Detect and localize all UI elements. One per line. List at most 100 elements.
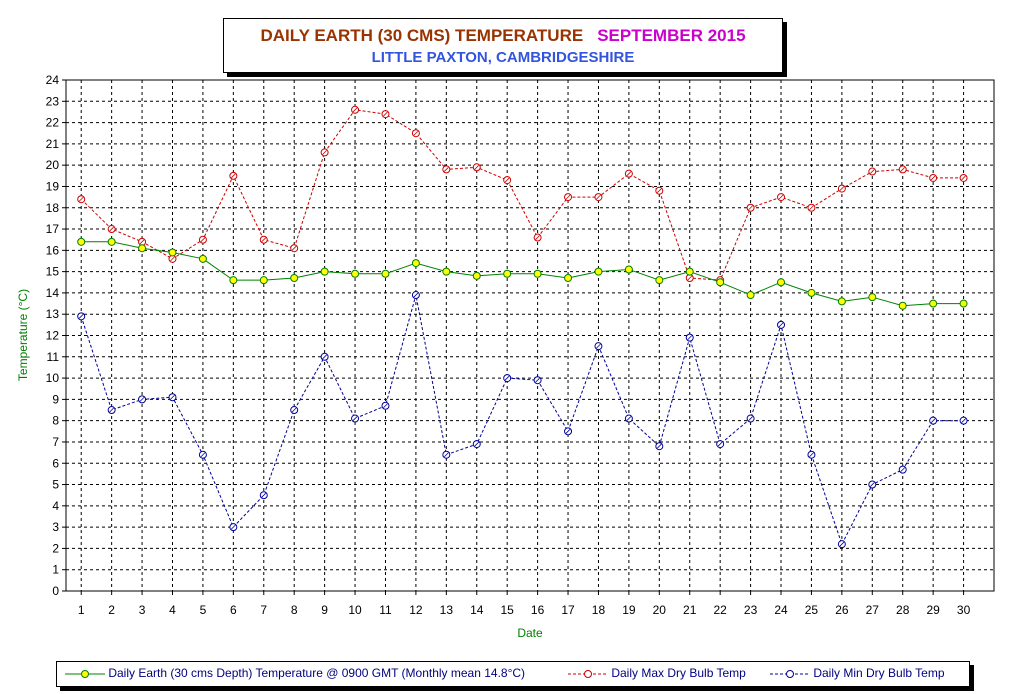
x-tick-label: 4	[169, 603, 176, 617]
point-earth	[411, 259, 420, 268]
legend-item-min: Daily Min Dry Bulb Temp	[770, 666, 945, 680]
point-mark-max	[565, 194, 571, 200]
point-earth	[898, 301, 907, 310]
point-earth	[107, 237, 116, 246]
point-earth	[290, 274, 299, 283]
point-mark-min	[504, 375, 510, 381]
x-tick-label: 5	[200, 603, 207, 617]
point-earth	[533, 269, 542, 278]
y-axis-label: Temperature (°C)	[16, 289, 30, 381]
point-mark-max	[657, 188, 662, 193]
point-mark-max	[413, 130, 419, 136]
y-tick-label: 1	[52, 563, 59, 577]
x-tick-labels: 1 2 3 4 5 6 7 8 9 10 11 12 13 14 15 16 17 18 19 20 21 22 23 24 2…	[78, 591, 971, 617]
point-earth	[351, 269, 360, 278]
y-tick-label: 16	[46, 243, 60, 257]
y-tick-label: 21	[46, 137, 60, 151]
y-tick-label: 15	[46, 265, 60, 279]
point-mark-max	[839, 186, 845, 191]
point-mark-max	[322, 150, 327, 155]
x-tick-label: 9	[321, 603, 328, 617]
point-earth	[594, 267, 603, 276]
point-mark-min	[870, 482, 875, 487]
point-earth	[564, 274, 573, 283]
y-tick-label: 10	[46, 371, 60, 385]
point-mark-min	[170, 394, 175, 400]
x-tick-label: 30	[957, 603, 971, 617]
series-line-min	[80, 294, 964, 546]
point-earth	[259, 276, 268, 285]
legend-label-min: Daily Min Dry Bulb Temp	[813, 666, 945, 680]
y-tick-label: 3	[52, 520, 59, 534]
legend: Daily Earth (30 cms Depth) Temperature @…	[56, 661, 970, 687]
point-mark-max	[687, 275, 693, 281]
point-earth	[746, 291, 755, 300]
x-tick-label: 8	[291, 603, 298, 617]
x-tick-label: 28	[896, 603, 910, 617]
chart-title-box: DAILY EARTH (30 CMS) TEMPERATURE SEPTEMBE…	[223, 18, 783, 73]
y-tick-label: 24	[46, 73, 60, 87]
y-tick-label: 13	[46, 307, 60, 321]
x-tick-label: 12	[409, 603, 423, 617]
point-mark-max	[900, 167, 906, 172]
point-mark-max	[504, 177, 510, 183]
point-earth	[77, 237, 86, 246]
x-tick-label: 11	[379, 603, 392, 617]
chart-title: DAILY EARTH (30 CMS) TEMPERATURE	[260, 26, 584, 45]
x-tick-label: 29	[926, 603, 940, 617]
point-earth	[138, 244, 147, 253]
point-earth	[685, 267, 694, 276]
y-tick-label: 17	[46, 222, 60, 236]
point-mark-min	[78, 314, 84, 319]
series-line-max	[80, 109, 964, 281]
point-mark-max	[139, 239, 145, 245]
point-mark-min	[687, 335, 693, 340]
point-mark-min	[474, 441, 480, 447]
point-mark-max	[78, 196, 84, 202]
point-mark-min	[322, 354, 327, 360]
point-mark-max	[170, 256, 175, 262]
legend-swatch-earth	[65, 669, 105, 678]
point-mark-max	[109, 226, 114, 232]
x-tick-label: 18	[592, 603, 606, 617]
point-mark-min	[261, 492, 267, 498]
point-mark-min	[717, 441, 723, 447]
x-tick-label: 1	[78, 603, 85, 617]
point-mark-max	[444, 167, 449, 172]
point-mark-min	[383, 403, 388, 409]
series-earth	[77, 237, 968, 310]
point-earth	[624, 265, 633, 274]
y-tick-label: 18	[46, 201, 60, 215]
point-earth	[381, 269, 390, 278]
y-tick-label: 8	[52, 414, 59, 428]
point-mark-min	[231, 524, 236, 530]
point-earth	[229, 276, 238, 285]
point-mark-max	[200, 237, 206, 242]
series-min	[77, 291, 968, 549]
y-tick-label: 23	[46, 94, 60, 108]
point-mark-max	[626, 171, 632, 176]
y-tick-label: 2	[52, 541, 59, 555]
point-mark-min	[809, 452, 814, 458]
y-tick-label: 22	[46, 116, 60, 130]
point-mark-max	[352, 107, 358, 113]
point-mark-min	[109, 407, 114, 413]
point-mark-min	[839, 541, 845, 547]
series	[77, 105, 968, 549]
point-mark-min	[565, 429, 571, 434]
point-earth	[837, 297, 846, 306]
point-earth	[959, 299, 968, 308]
y-tick-label: 4	[52, 499, 59, 513]
point-mark-max	[930, 175, 936, 181]
y-tick-label: 6	[52, 456, 59, 470]
point-mark-min	[200, 452, 206, 458]
point-earth	[442, 267, 451, 276]
x-tick-label: 13	[440, 603, 454, 617]
point-earth	[929, 299, 938, 308]
point-mark-min	[535, 377, 540, 383]
x-tick-label: 23	[744, 603, 758, 617]
y-tick-label: 12	[46, 329, 60, 343]
point-mark-min	[657, 443, 662, 449]
